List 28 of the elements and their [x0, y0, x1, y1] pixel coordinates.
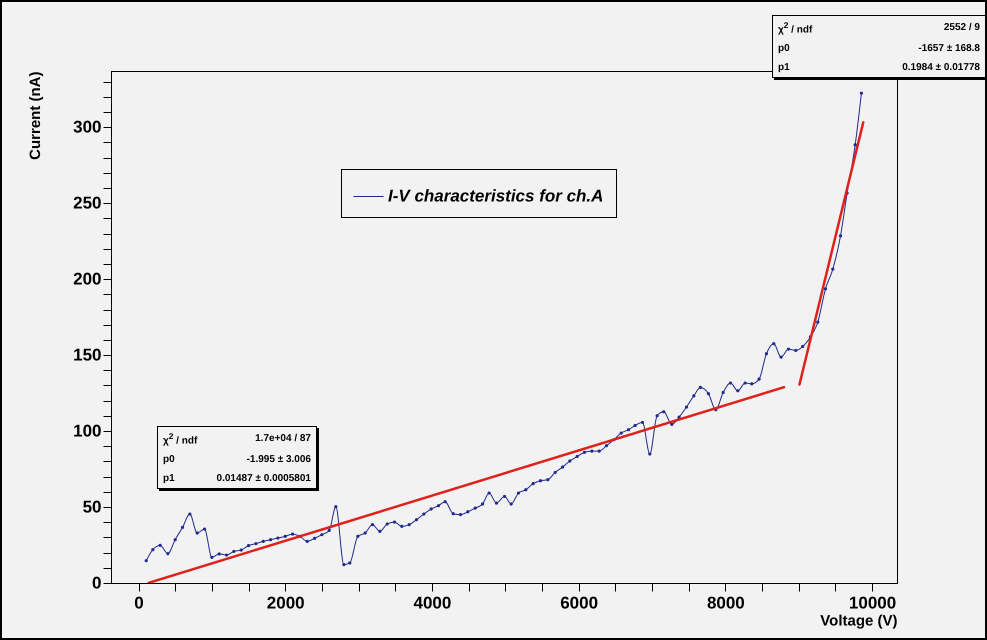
annotation: p0	[162, 453, 176, 468]
y-tick-label: 300	[73, 118, 102, 137]
x-tick-label: 8000	[706, 594, 745, 612]
y-tick-label: 0	[92, 574, 102, 592]
annotation: p1	[162, 472, 176, 486]
annotation: p1	[777, 61, 791, 76]
text: p0	[777, 42, 791, 56]
x-axis-title: Voltage (V)	[820, 612, 898, 630]
annotation: 1.7e+04 / 87	[254, 432, 312, 446]
x-tick-label: 6000	[560, 594, 598, 612]
y-tick-label: 100	[73, 422, 102, 441]
y-tick-label: 200	[73, 270, 102, 289]
annotation: χ$^{2}$ / ndf	[162, 430, 198, 448]
y-tick-label: 150	[73, 346, 102, 365]
annotation: 0.01487 ± 0.0005801	[216, 472, 312, 486]
y-tick-label: 250	[73, 194, 102, 213]
text: χ$^{2}$ / ndf	[777, 19, 814, 38]
x-tick-label: 4000	[414, 594, 452, 612]
y-tick-label: 50	[82, 498, 102, 517]
text: 2552 / 9	[942, 21, 981, 36]
annotation: -1.995 ± 3.006	[246, 453, 312, 468]
x-tick-label: 10000	[848, 594, 896, 612]
x-tick-label: 0	[134, 594, 144, 612]
text: 0.1984 ± 0.01778	[901, 61, 981, 76]
text: -1657 ± 168.8	[917, 42, 981, 56]
legend-label: I-V characteristics for ch.A	[388, 186, 604, 206]
y-axis-title: Current (nA)	[27, 72, 44, 160]
x-tick-label: 2000	[266, 594, 305, 612]
